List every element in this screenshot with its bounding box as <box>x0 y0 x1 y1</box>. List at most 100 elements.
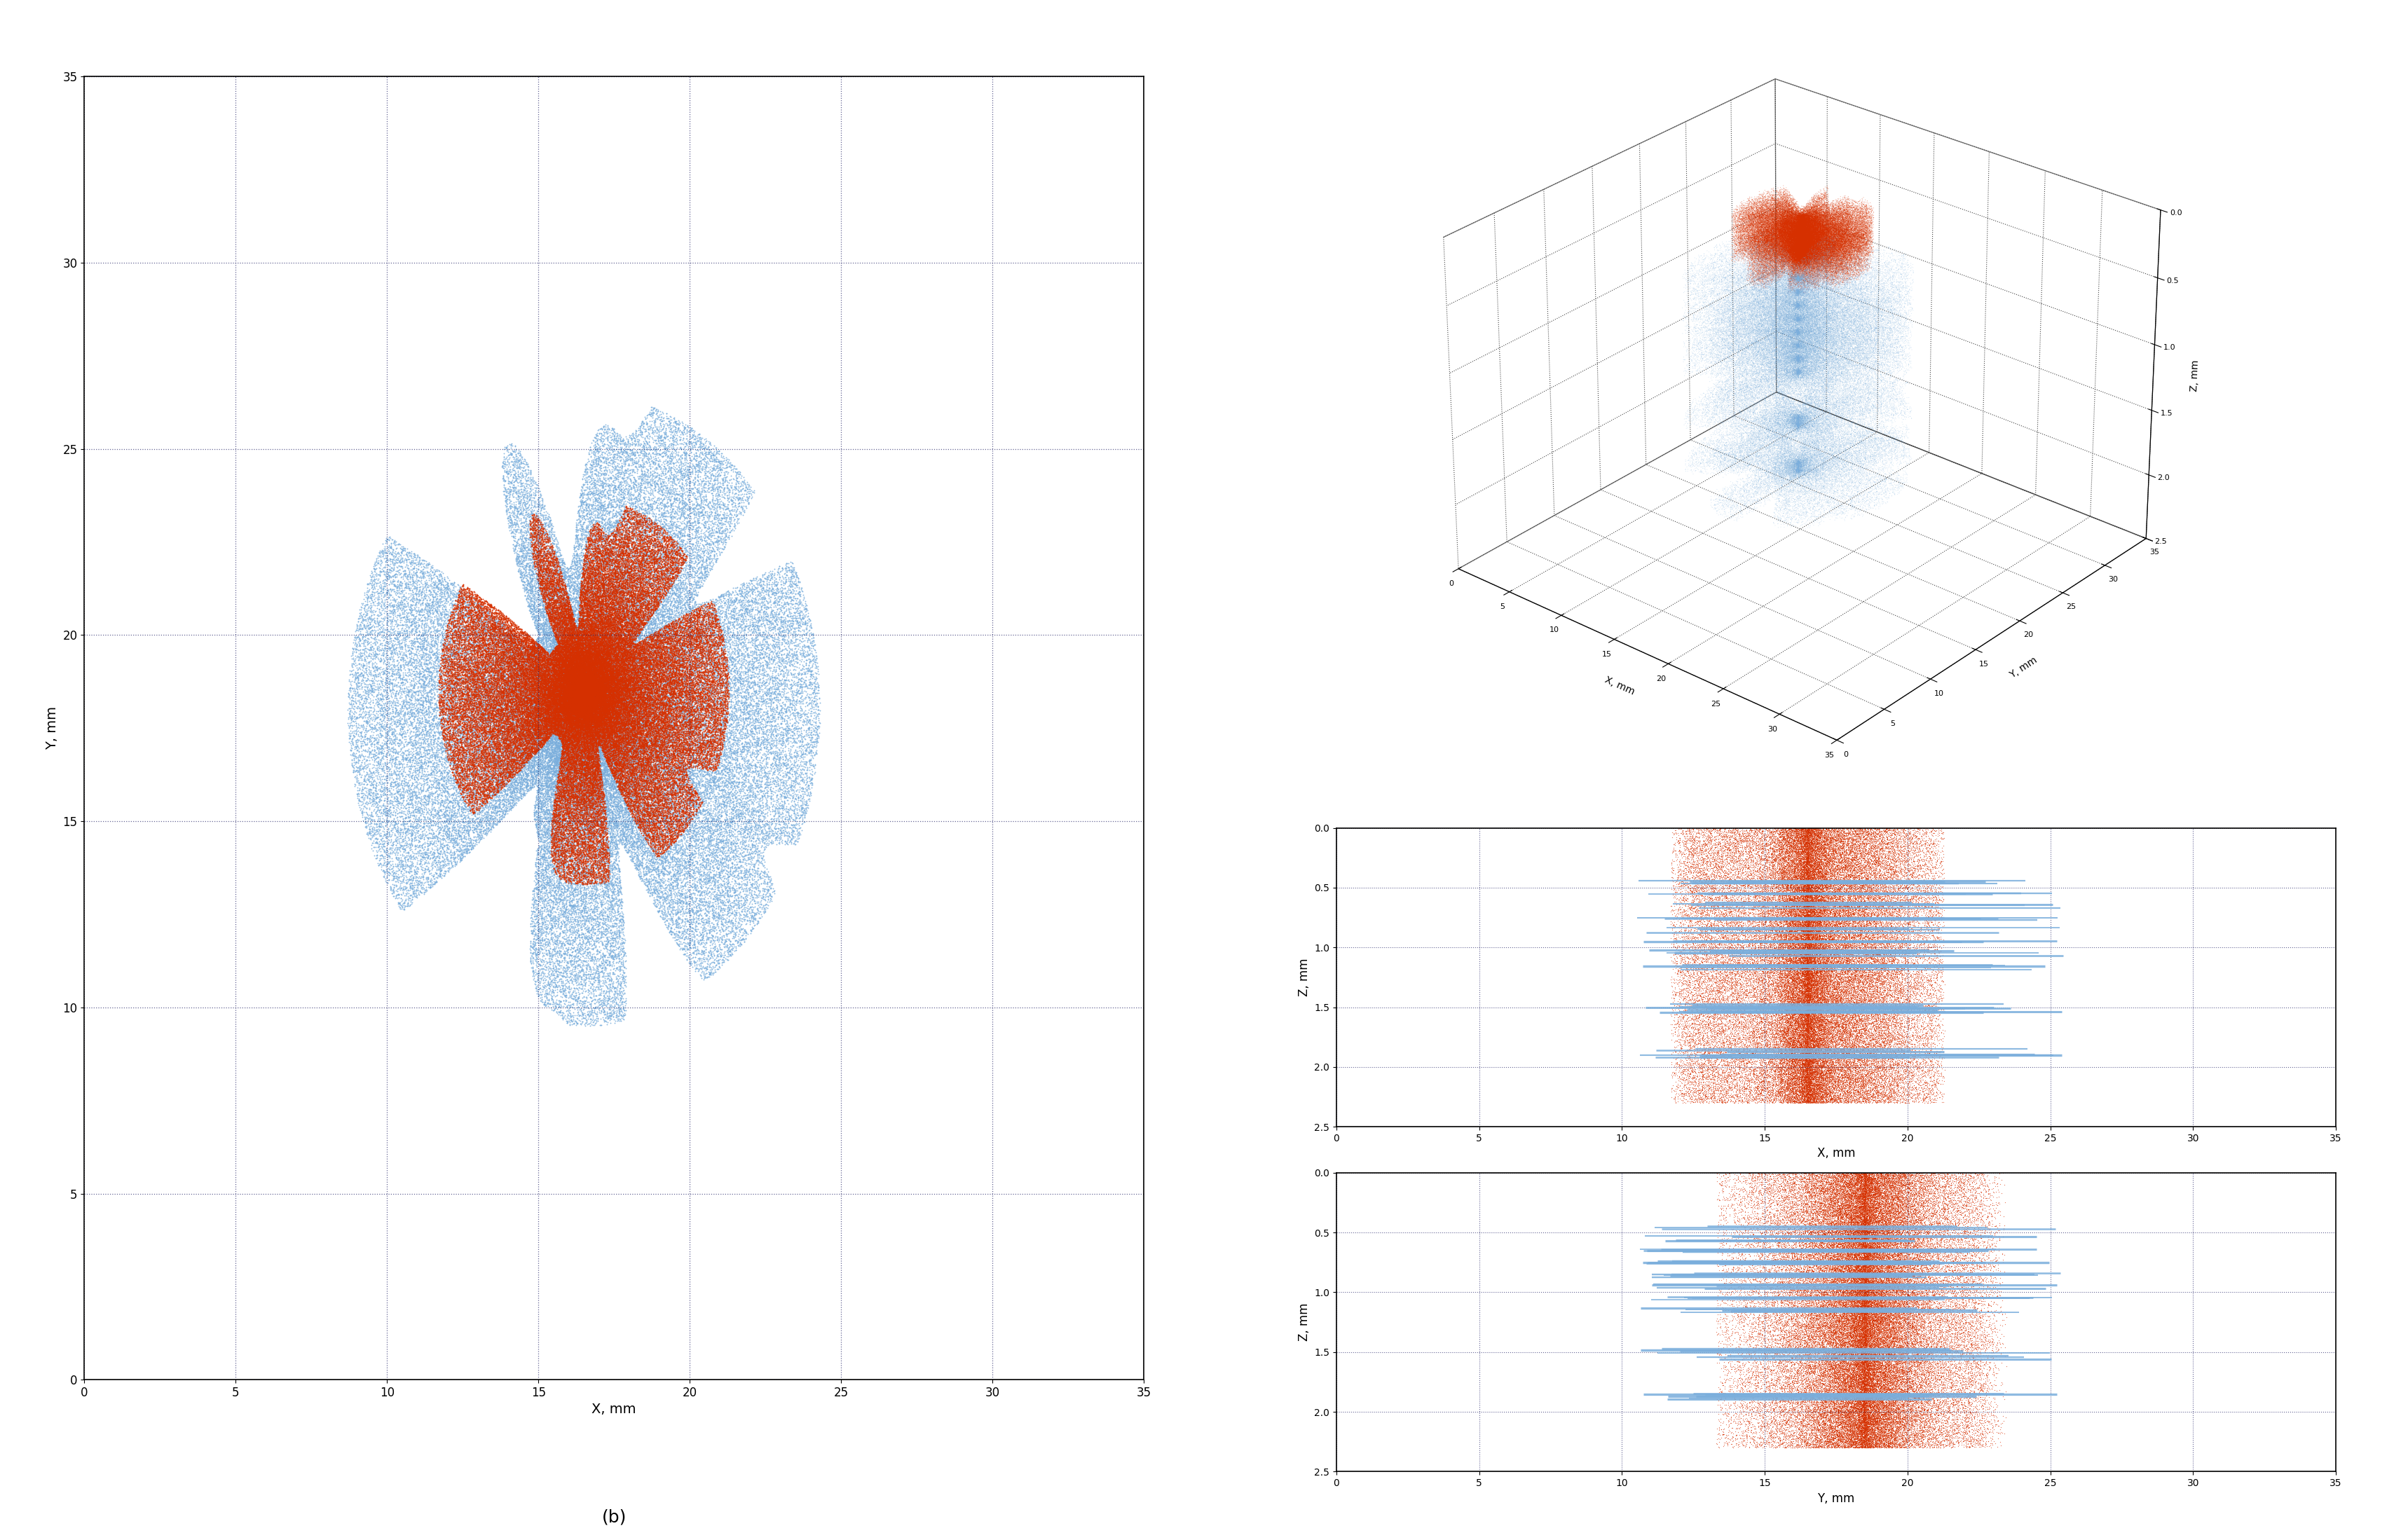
Point <box>1765 1177 1804 1202</box>
Point <box>520 759 559 783</box>
Point <box>489 679 527 704</box>
Point <box>1770 1049 1808 1073</box>
Point <box>501 639 539 664</box>
Point <box>1849 1378 1888 1403</box>
Point <box>1765 1400 1804 1424</box>
Point <box>1784 897 1823 921</box>
Point <box>698 782 737 806</box>
Point <box>539 658 578 682</box>
Point <box>1792 998 1830 1023</box>
Point <box>1698 888 1736 912</box>
Point <box>1784 863 1823 888</box>
Point <box>588 875 626 900</box>
Point <box>1857 1288 1895 1312</box>
Point <box>1695 842 1734 866</box>
Point <box>535 671 573 696</box>
Point <box>1823 1190 1861 1214</box>
Point <box>1864 1328 1902 1352</box>
Point <box>578 662 616 687</box>
Point <box>1854 1243 1893 1268</box>
Point <box>571 693 609 717</box>
Point <box>1794 843 1832 868</box>
Point <box>1799 1429 1837 1453</box>
Point <box>563 698 602 722</box>
Point <box>1828 1429 1866 1453</box>
Point <box>1787 852 1825 877</box>
Point <box>568 696 607 721</box>
Point <box>443 763 482 788</box>
Point <box>1782 1039 1820 1064</box>
Point <box>520 529 559 553</box>
Point <box>1845 1256 1883 1280</box>
Point <box>609 691 648 716</box>
Point <box>571 682 609 707</box>
Point <box>744 563 783 587</box>
Point <box>568 670 607 694</box>
Point <box>344 756 383 780</box>
Point <box>1866 1325 1905 1349</box>
Point <box>1669 972 1707 996</box>
Point <box>583 659 621 684</box>
Point <box>503 650 542 675</box>
Point <box>400 652 438 676</box>
Point <box>1873 1272 1912 1297</box>
Point <box>1784 992 1823 1016</box>
Point <box>525 722 563 747</box>
Point <box>1864 1185 1902 1210</box>
Point <box>513 645 551 670</box>
Point <box>588 699 626 724</box>
Point <box>1895 1242 1934 1266</box>
Point <box>1751 1018 1789 1042</box>
Point <box>1780 1059 1818 1084</box>
Point <box>1876 1070 1914 1095</box>
Point <box>1727 1007 1765 1032</box>
Point <box>443 707 482 731</box>
Point <box>1845 915 1883 940</box>
Point <box>491 724 530 748</box>
Point <box>592 598 631 622</box>
Point <box>470 699 508 724</box>
Point <box>588 748 626 773</box>
Point <box>1669 903 1707 927</box>
Point <box>1861 1162 1900 1187</box>
Point <box>1832 869 1871 894</box>
Point <box>530 664 568 688</box>
Point <box>445 819 484 843</box>
Point <box>576 694 614 719</box>
Point <box>1789 911 1828 935</box>
Point <box>1784 1010 1823 1035</box>
Point <box>1794 1263 1832 1288</box>
Point <box>1755 1343 1794 1367</box>
Point <box>559 676 597 701</box>
Point <box>1931 1410 1970 1435</box>
Point <box>1885 1257 1924 1282</box>
Point <box>1734 1041 1772 1065</box>
Point <box>1780 829 1818 854</box>
Point <box>619 641 657 665</box>
Point <box>1796 862 1835 886</box>
Point <box>1782 1055 1820 1079</box>
Point <box>653 756 691 780</box>
Point <box>1842 954 1881 978</box>
Point <box>1780 957 1818 981</box>
Point <box>1854 1392 1893 1416</box>
Point <box>1828 927 1866 952</box>
Point <box>1804 1249 1842 1274</box>
Point <box>1837 1329 1876 1354</box>
Point <box>537 652 576 676</box>
Point <box>1869 1285 1907 1309</box>
Point <box>1702 970 1741 995</box>
Point <box>539 765 578 789</box>
Point <box>595 803 633 828</box>
Point <box>571 684 609 708</box>
Point <box>508 661 547 685</box>
Point <box>756 607 795 632</box>
Point <box>602 612 641 636</box>
Point <box>1852 1059 1890 1084</box>
Point <box>1840 1420 1878 1444</box>
Point <box>354 754 393 779</box>
Point <box>636 648 674 673</box>
Point <box>1751 990 1789 1015</box>
Point <box>542 625 580 650</box>
Point <box>1748 1000 1787 1024</box>
